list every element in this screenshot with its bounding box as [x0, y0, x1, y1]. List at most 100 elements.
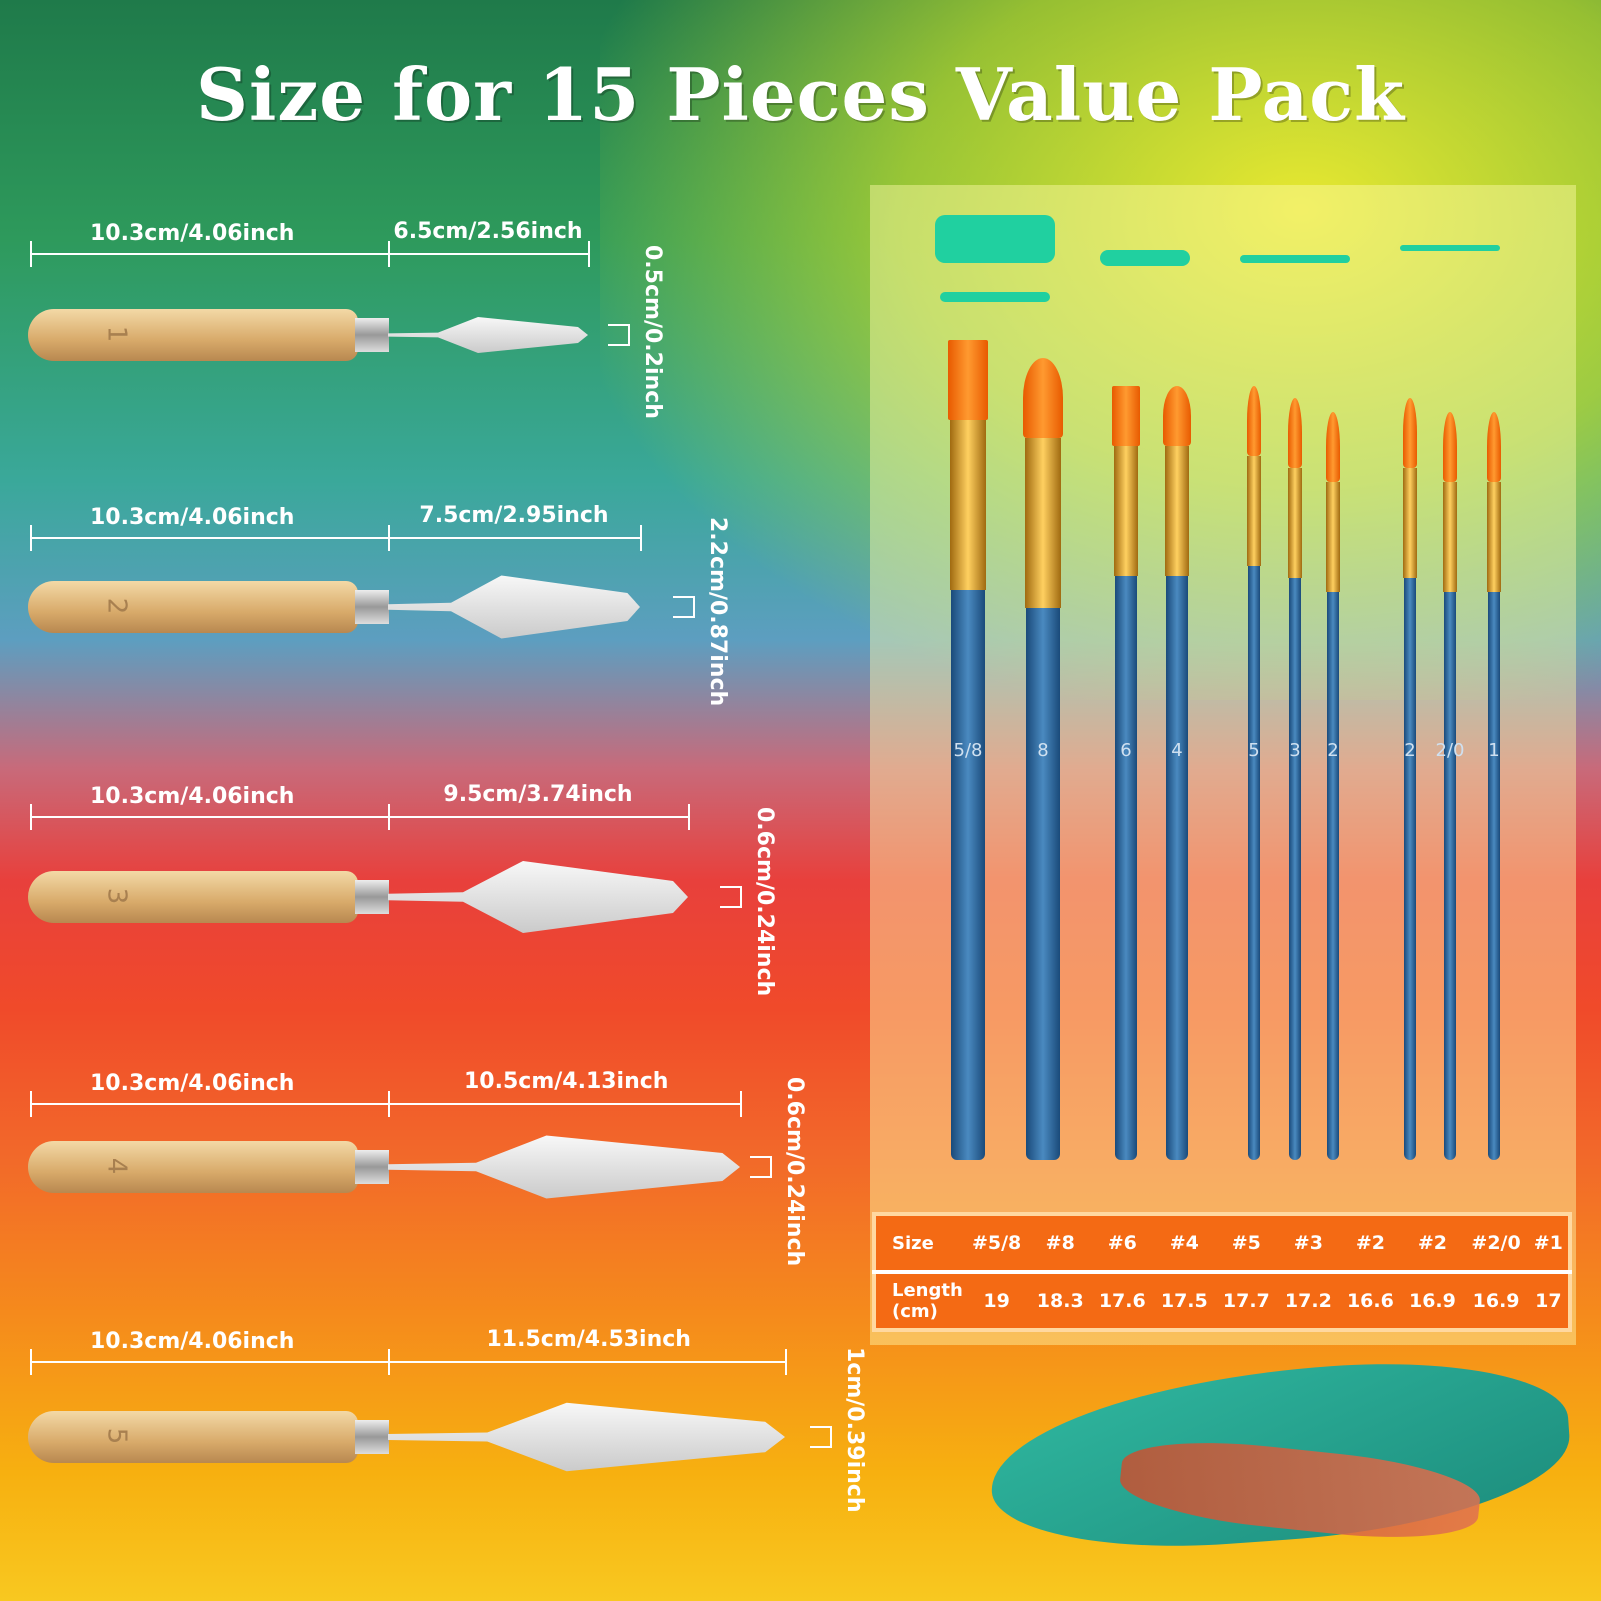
blade-length-label: 9.5cm/3.74inch	[443, 782, 633, 807]
bristles	[1326, 412, 1340, 482]
brush-ferrule	[1487, 482, 1501, 592]
knife-ferrule	[355, 590, 389, 624]
paint-brush: 5/8	[943, 340, 993, 1160]
dimension-tick	[30, 1091, 32, 1117]
blade-width-label: 0.5cm/0.2inch	[640, 245, 665, 419]
brush-ferrule	[1165, 446, 1189, 576]
knife-blade	[388, 317, 588, 353]
knife-number: 4	[101, 1157, 132, 1175]
knife-handle: 2	[28, 581, 358, 633]
dimension-tick	[388, 241, 390, 267]
dimension-tick	[388, 804, 390, 830]
length-cell: 17.7	[1222, 1290, 1270, 1312]
length-cell: 16.9	[1472, 1290, 1520, 1312]
brush-size-marking: 5/8	[953, 740, 983, 761]
dimension-tick	[785, 1349, 787, 1375]
brush-ferrule	[950, 420, 986, 590]
length-cell: 17.6	[1098, 1290, 1146, 1312]
brush-ferrule	[1403, 468, 1417, 578]
brush-size-marking: 5	[1248, 740, 1260, 761]
size-cell: #2	[1339, 1214, 1402, 1274]
knife-ferrule	[355, 880, 389, 914]
size-header: Size	[874, 1214, 964, 1274]
knife-blade	[388, 861, 688, 933]
page-title: Size for 15 Pieces Value Pack	[196, 52, 1405, 137]
bristles	[1163, 386, 1191, 446]
knife-handle: 4	[28, 1141, 358, 1193]
brush-ferrule	[1288, 468, 1302, 578]
handle-length-label: 10.3cm/4.06inch	[90, 1329, 295, 1354]
knife-handle: 5	[28, 1411, 358, 1463]
knife-handle: 3	[28, 871, 358, 923]
dimension-tick	[640, 525, 642, 551]
knife-ferrule	[355, 318, 389, 352]
size-cell: #3	[1277, 1214, 1340, 1274]
bristles	[1112, 386, 1140, 446]
dimension-line	[30, 816, 688, 818]
handle-length-label: 10.3cm/4.06inch	[90, 505, 295, 530]
paint-brush: 5	[1229, 386, 1279, 1160]
size-cell: #2/0	[1463, 1214, 1529, 1274]
paint-stroke	[940, 292, 1050, 302]
brush-size-marking: 6	[1120, 740, 1132, 761]
bristles	[1403, 398, 1417, 468]
width-bracket	[673, 596, 695, 618]
size-cell: #4	[1153, 1214, 1216, 1274]
brush-handle	[1166, 576, 1188, 1160]
brush-size-marking: 2	[1327, 740, 1339, 761]
width-bracket	[810, 1426, 832, 1448]
size-cell: #2	[1401, 1214, 1464, 1274]
knife-number: 5	[101, 1427, 132, 1445]
bristles	[1023, 358, 1063, 438]
length-cell: 17.5	[1160, 1290, 1208, 1312]
size-cell: #8	[1029, 1214, 1092, 1274]
length-cell: 18.3	[1036, 1290, 1084, 1312]
length-cell: 17.2	[1284, 1290, 1332, 1312]
size-cell: #6	[1091, 1214, 1154, 1274]
length-cell: 16.6	[1346, 1290, 1394, 1312]
dimension-tick	[30, 241, 32, 267]
paint-stroke	[1240, 255, 1350, 263]
brush-ferrule	[1114, 446, 1138, 576]
length-unit-text: (cm)	[892, 1301, 938, 1322]
knife-number: 1	[101, 325, 132, 343]
dimension-tick	[688, 804, 690, 830]
blade-length-label: 7.5cm/2.95inch	[419, 503, 609, 528]
dimension-tick	[30, 804, 32, 830]
brush-handle	[1404, 578, 1416, 1160]
paint-brush: 6	[1101, 386, 1151, 1160]
paint-brush: 3	[1270, 398, 1320, 1160]
brush-handle	[1327, 592, 1339, 1160]
brush-ferrule	[1025, 438, 1061, 608]
brush-size-marking: 4	[1171, 740, 1183, 761]
brush-ferrule	[1443, 482, 1457, 592]
length-cell: 19	[983, 1290, 1010, 1312]
blade-length-label: 10.5cm/4.13inch	[464, 1069, 669, 1094]
paint-stroke	[1100, 250, 1190, 266]
brush-size-marking: 1	[1488, 740, 1500, 761]
brush-size-table: Size #5/8 #8 #6 #4 #5 #3 #2 #2 #2/0 #1 Length (cm) 1…	[872, 1212, 1572, 1332]
knife-blade	[388, 1402, 785, 1472]
bristles	[948, 340, 988, 420]
brush-handle	[1289, 578, 1301, 1160]
knife-ferrule	[355, 1150, 389, 1184]
handle-length-label: 10.3cm/4.06inch	[90, 1071, 295, 1096]
dimension-tick	[30, 525, 32, 551]
brush-handle	[1248, 566, 1260, 1160]
paint-stroke	[935, 215, 1055, 263]
paint-brush: 4	[1152, 386, 1202, 1160]
brush-size-marking: 2	[1404, 740, 1416, 761]
brush-size-marking: 8	[1037, 740, 1049, 761]
blade-width-label: 0.6cm/0.24inch	[752, 807, 777, 997]
bristles	[1487, 412, 1501, 482]
blade-width-label: 0.6cm/0.24inch	[782, 1077, 807, 1267]
blade-length-label: 6.5cm/2.56inch	[393, 219, 583, 244]
paint-brush: 1	[1469, 412, 1519, 1160]
dimension-line	[30, 253, 588, 255]
dimension-tick	[388, 525, 390, 551]
brush-handle	[1488, 592, 1500, 1160]
length-cell: 16.9	[1408, 1290, 1456, 1312]
dimension-tick	[388, 1091, 390, 1117]
paint-brush: 2/0	[1425, 412, 1475, 1160]
knife-handle: 1	[28, 309, 358, 361]
